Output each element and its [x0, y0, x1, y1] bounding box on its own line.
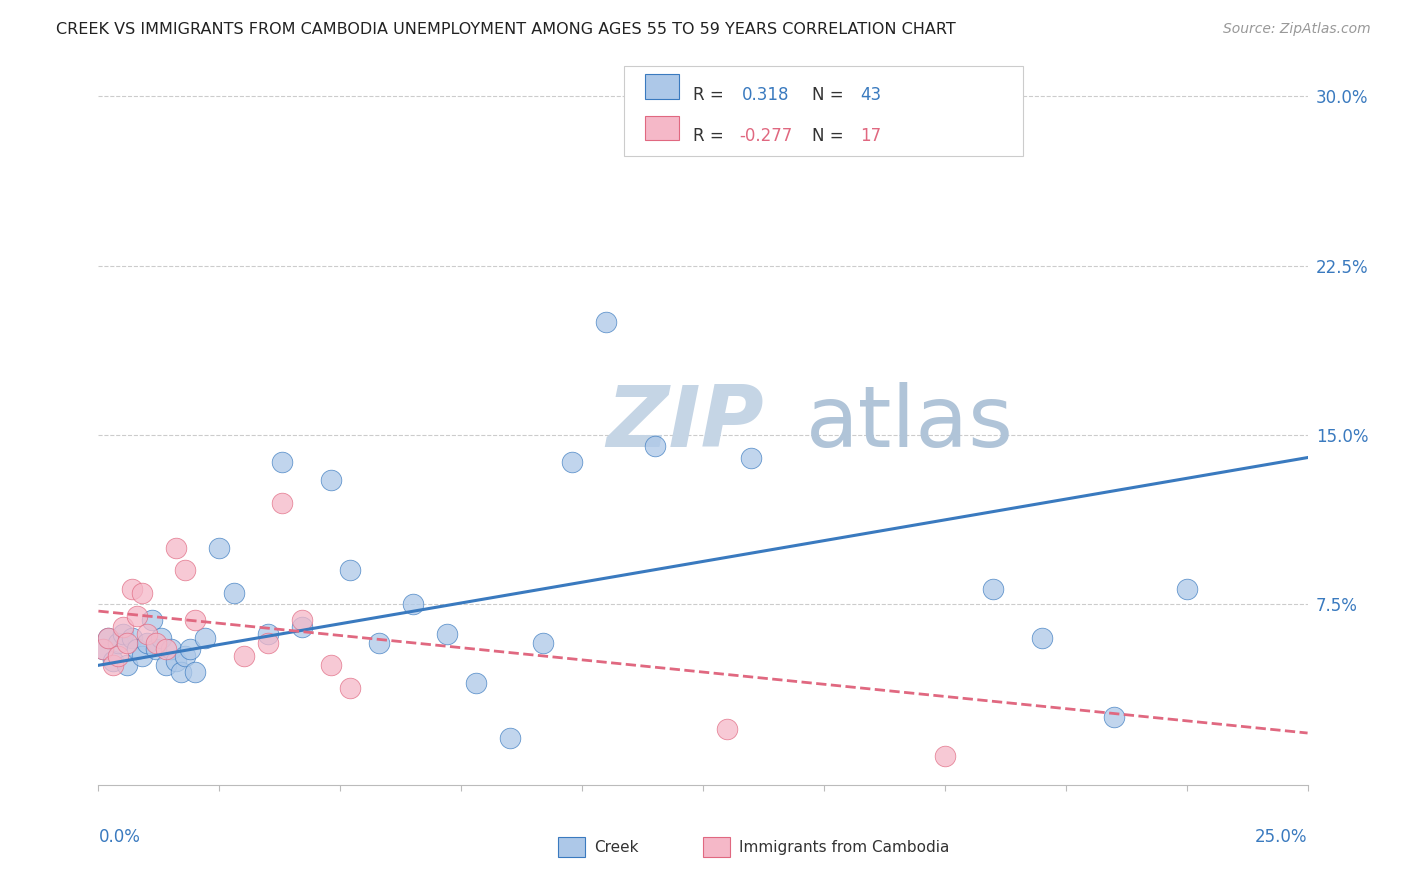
Point [141, 613, 163, 627]
Text: R =: R = [693, 128, 730, 145]
Text: Immigrants from Cambodia: Immigrants from Cambodia [740, 839, 949, 855]
Text: CREEK VS IMMIGRANTS FROM CAMBODIA UNEMPLOYMENT AMONG AGES 55 TO 59 YEARS CORRELA: CREEK VS IMMIGRANTS FROM CAMBODIA UNEMPL… [56, 22, 956, 37]
Point [91, 642, 114, 657]
Point [644, 439, 666, 453]
Point [464, 676, 486, 690]
Point [561, 455, 583, 469]
Point [169, 665, 191, 679]
Text: N =: N = [811, 86, 849, 103]
Point [160, 642, 183, 657]
Point [127, 608, 149, 623]
FancyBboxPatch shape [645, 116, 679, 140]
Point [145, 642, 167, 657]
Point [184, 665, 207, 679]
Point [1102, 710, 1125, 724]
Point [339, 681, 361, 695]
Text: 25.0%: 25.0% [1256, 829, 1308, 847]
Text: Source: ZipAtlas.com: Source: ZipAtlas.com [1223, 22, 1371, 37]
Text: 43: 43 [860, 86, 882, 103]
Point [107, 636, 129, 650]
Text: N =: N = [811, 128, 849, 145]
Point [208, 541, 231, 555]
Point [155, 658, 177, 673]
FancyBboxPatch shape [645, 74, 679, 99]
Point [135, 626, 157, 640]
Point [117, 658, 139, 673]
Point [740, 450, 762, 465]
Point [222, 586, 245, 600]
Text: -0.277: -0.277 [740, 128, 793, 145]
FancyBboxPatch shape [703, 837, 730, 857]
Point [692, 112, 714, 126]
Point [184, 613, 207, 627]
Point [290, 613, 312, 627]
Point [290, 620, 312, 634]
Point [256, 626, 278, 640]
Point [1175, 582, 1198, 596]
Point [117, 636, 139, 650]
Point [121, 631, 143, 645]
Point [232, 649, 254, 664]
Point [319, 473, 342, 487]
Point [127, 642, 149, 657]
Point [1031, 631, 1053, 645]
Point [150, 631, 173, 645]
Point [498, 731, 520, 745]
Point [155, 642, 177, 657]
Point [174, 649, 197, 664]
Point [131, 649, 153, 664]
Point [436, 626, 458, 640]
Point [174, 564, 197, 578]
Point [319, 658, 342, 673]
Point [271, 455, 294, 469]
Point [339, 564, 361, 578]
Point [531, 636, 554, 650]
Text: atlas: atlas [806, 382, 1014, 466]
Point [402, 598, 425, 612]
Point [716, 722, 738, 736]
Point [165, 654, 187, 668]
Point [91, 642, 114, 657]
Point [111, 620, 134, 634]
Point [595, 315, 617, 329]
Point [131, 586, 153, 600]
Point [256, 636, 278, 650]
Point [135, 636, 157, 650]
FancyBboxPatch shape [624, 66, 1024, 156]
Point [271, 496, 294, 510]
Point [101, 658, 124, 673]
Point [107, 649, 129, 664]
Point [101, 654, 124, 668]
Text: R =: R = [693, 86, 730, 103]
Text: 0.0%: 0.0% [98, 829, 141, 847]
Point [194, 631, 217, 645]
Point [97, 631, 120, 645]
Text: Creek: Creek [595, 839, 638, 855]
FancyBboxPatch shape [558, 837, 585, 857]
Point [145, 636, 167, 650]
Text: 0.318: 0.318 [742, 86, 789, 103]
Text: 17: 17 [860, 128, 882, 145]
Point [121, 582, 143, 596]
Point [97, 631, 120, 645]
Point [165, 541, 187, 555]
Point [934, 748, 956, 763]
Point [981, 582, 1004, 596]
Point [368, 636, 391, 650]
Point [111, 626, 134, 640]
Point [179, 642, 201, 657]
Text: ZIP: ZIP [606, 382, 763, 466]
